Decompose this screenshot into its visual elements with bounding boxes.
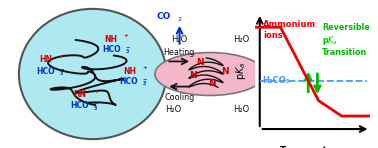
Text: HN: HN: [74, 90, 87, 99]
Text: −: −: [60, 66, 64, 71]
Text: +: +: [93, 89, 98, 94]
Text: −: −: [143, 76, 147, 81]
Text: HCO: HCO: [36, 67, 54, 75]
Text: H₂O: H₂O: [233, 36, 249, 44]
Text: Heating: Heating: [163, 48, 195, 57]
Text: H₂O: H₂O: [233, 105, 249, 114]
Text: Cooling: Cooling: [164, 92, 194, 102]
Text: p$K_a$: p$K_a$: [234, 62, 248, 80]
Text: +: +: [143, 65, 147, 70]
Text: HCO: HCO: [119, 77, 138, 86]
Text: N: N: [221, 67, 229, 75]
Text: Ammonium
ions: Ammonium ions: [263, 20, 316, 40]
Text: 3: 3: [143, 81, 146, 86]
Text: H₂CO₃: H₂CO₃: [262, 76, 290, 85]
Ellipse shape: [19, 9, 166, 139]
Text: H₂O: H₂O: [172, 36, 187, 44]
Circle shape: [155, 53, 265, 95]
Text: 3: 3: [126, 49, 129, 54]
Text: H₂O: H₂O: [165, 105, 181, 114]
Text: Temperature: Temperature: [280, 146, 345, 148]
Text: Reversible
p$K_a$
Transition: Reversible p$K_a$ Transition: [322, 23, 370, 57]
Text: +: +: [124, 33, 128, 38]
Text: N: N: [189, 71, 197, 80]
Text: NH: NH: [123, 67, 136, 75]
Text: 2: 2: [178, 17, 182, 22]
Text: −: −: [94, 101, 98, 106]
Text: HN: HN: [39, 56, 52, 64]
Text: 3: 3: [60, 71, 63, 76]
Text: CO: CO: [157, 12, 171, 21]
Text: +: +: [59, 54, 63, 59]
Text: 3: 3: [94, 106, 97, 111]
Text: NH: NH: [104, 35, 117, 44]
Text: N: N: [197, 58, 204, 67]
Text: HCO: HCO: [102, 45, 121, 54]
Text: HCO: HCO: [70, 101, 88, 110]
Text: −: −: [126, 44, 130, 49]
Text: N: N: [208, 79, 215, 88]
